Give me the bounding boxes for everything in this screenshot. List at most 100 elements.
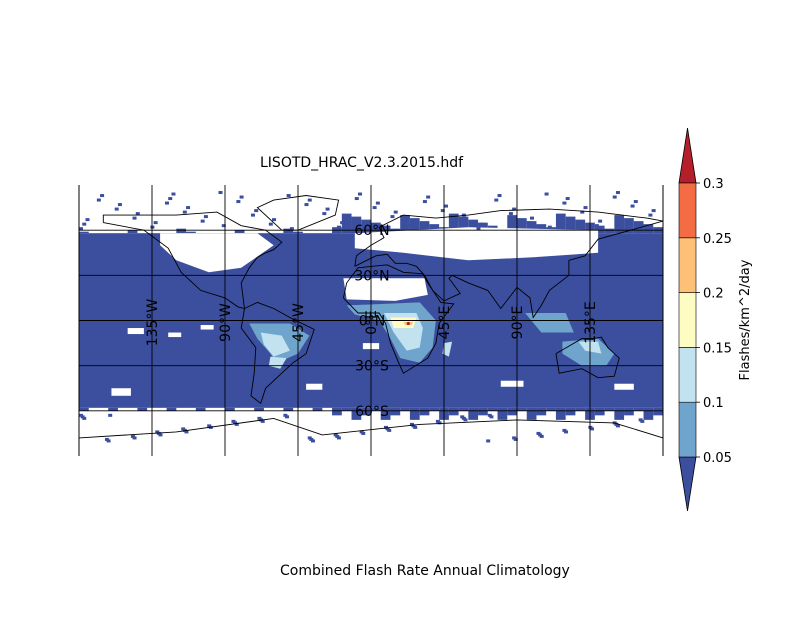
speckle — [181, 427, 186, 431]
speckle — [304, 203, 309, 207]
band-edge-north — [507, 215, 517, 234]
band-edge-north — [526, 221, 537, 234]
speckle — [413, 425, 418, 429]
speckle — [203, 215, 208, 219]
speckle — [612, 195, 617, 199]
speckle — [153, 221, 158, 225]
speckle — [186, 206, 191, 210]
coastline-south-america — [240, 301, 315, 405]
parallel-label: 30°N — [354, 268, 389, 284]
band-edge-north — [536, 224, 547, 234]
speckle — [411, 424, 416, 428]
speckle — [437, 421, 442, 425]
speckle — [132, 216, 137, 220]
speckle — [82, 222, 87, 226]
speckle — [79, 413, 83, 417]
speckle — [408, 224, 413, 228]
band-edge-north — [575, 219, 586, 234]
meridian-label: 135°E — [583, 301, 599, 344]
ocean-gap — [168, 332, 182, 338]
speckle — [390, 215, 395, 219]
band-edge-north — [624, 218, 634, 234]
speckle — [385, 427, 390, 431]
speckle — [171, 192, 176, 196]
speckle — [207, 424, 212, 428]
band-edge-south — [604, 407, 615, 411]
band-edge-south — [429, 407, 440, 411]
speckle — [598, 219, 603, 223]
band-edge-south — [458, 407, 469, 411]
speckle — [130, 434, 135, 438]
speckle — [562, 428, 567, 432]
speckle — [309, 437, 314, 441]
speckle — [236, 200, 241, 204]
speckle — [100, 194, 105, 198]
speckle — [536, 431, 541, 435]
band-edge-north — [448, 213, 459, 234]
speckle — [182, 210, 187, 214]
speckle — [614, 422, 619, 426]
band-edge-south — [507, 407, 517, 416]
meridian-label: 90°E — [510, 306, 526, 340]
band-edge-south — [526, 407, 537, 420]
speckle — [463, 418, 468, 422]
speckle — [260, 419, 265, 423]
speckle — [513, 437, 518, 441]
band-edge-south — [380, 407, 391, 420]
speckle — [440, 209, 445, 213]
speckle — [583, 206, 588, 210]
colorbar-tick-label: 0.25 — [703, 232, 732, 247]
speckle — [335, 434, 340, 438]
speckle — [168, 197, 173, 201]
speckle — [117, 203, 122, 207]
band-edge-north — [351, 216, 362, 234]
band-edge-south — [400, 407, 410, 411]
speckle — [393, 210, 398, 214]
speckle — [322, 212, 327, 216]
coastline-australia — [555, 336, 620, 379]
australia-rate-1 — [562, 338, 615, 366]
speckle — [409, 422, 414, 426]
band-edge-south — [487, 407, 498, 411]
colorbar-bin — [678, 401, 697, 458]
speckle — [538, 433, 543, 437]
band-edge-north — [371, 222, 381, 234]
speckle — [333, 433, 338, 437]
speckle — [307, 436, 312, 440]
speckle — [375, 201, 380, 205]
band-edge-north — [361, 219, 371, 234]
north-america-gap — [160, 233, 274, 273]
band-edge-south — [390, 407, 401, 416]
band-edge-south — [419, 407, 430, 416]
speckle — [132, 436, 137, 440]
speckle — [250, 213, 255, 217]
band-edge-south — [137, 407, 148, 411]
band-edge-south — [468, 407, 479, 420]
ocean-gap — [200, 325, 214, 330]
band-edge-north — [468, 219, 479, 234]
speckle — [479, 222, 484, 226]
speckle — [307, 198, 312, 202]
speckle — [529, 216, 534, 220]
coastline-africa — [342, 264, 455, 374]
speckle — [564, 430, 569, 434]
speckle — [411, 219, 416, 223]
speckle — [633, 200, 638, 204]
coastline-eurasia — [354, 208, 664, 319]
band-edge-south — [108, 407, 118, 411]
maritime-rate — [525, 313, 574, 333]
band-edge-south — [653, 407, 663, 416]
parallel-label: 60°S — [355, 404, 389, 420]
band-edge-south — [254, 407, 264, 411]
speckle — [354, 197, 359, 201]
colorbar-bin — [678, 182, 697, 239]
speckle — [184, 430, 189, 434]
band-edge-south — [448, 407, 459, 416]
madagascar-rate — [442, 341, 453, 357]
band-edge-north — [594, 225, 605, 234]
speckle — [512, 436, 517, 440]
parallel-label: 0°N — [359, 314, 385, 330]
colorbar-tick-label: 0.05 — [703, 451, 732, 466]
speckle — [539, 434, 544, 438]
